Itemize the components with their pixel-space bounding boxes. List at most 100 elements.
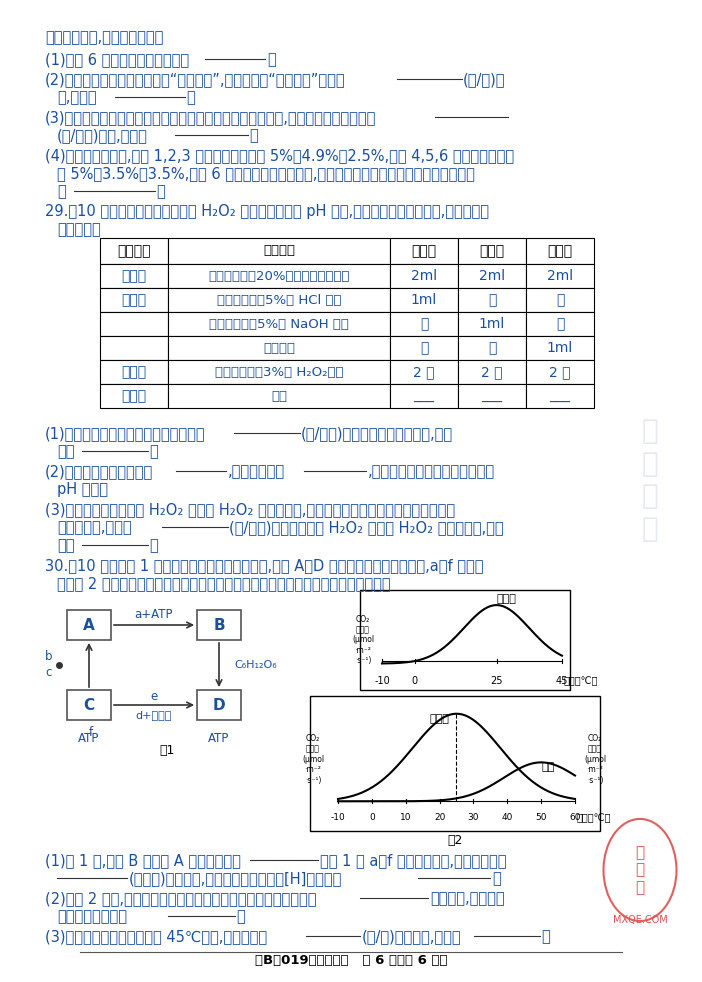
Text: 么？: 么？ [57,444,74,459]
Text: 20: 20 [434,813,445,822]
Bar [197,690,241,720]
Text: 第一步: 第一步 [121,269,147,283]
Text: (2)步骤三与步骤四中都出现了“一段时间”,请问这两个“一段时间”的作用: (2)步骤三与步骤四中都出现了“一段时间”,请问这两个“一段时间”的作用 [45,72,345,87]
Text: ／: ／ [488,341,496,355]
Text: C: C [84,697,95,713]
Bar [100,360,168,384]
Bar [458,384,526,408]
Bar [310,696,600,831]
Bar [458,360,526,384]
Bar [526,264,594,288]
Text: 温度（℃）: 温度（℃） [564,676,599,686]
Bar [390,288,458,312]
Bar [526,288,594,312]
Bar [526,238,594,264]
Text: 呼吸: 呼吸 [541,762,555,772]
Text: d+丙酮酸: d+丙酮酸 [135,710,172,720]
Text: 质。图 2 表示该水稻叶肉细胞光合作用、呼吸作用与温度的关系。请回答下列问题：: 质。图 2 表示该水稻叶肉细胞光合作用、呼吸作用与温度的关系。请回答下列问题： [57,576,390,591]
Bar [458,264,526,288]
Text: A: A [83,618,95,632]
Bar [526,384,594,408]
Text: 30.（10 分）下图 1 为水稻叶肉细胞内发生的变化,其中 A～D 表示生理过程的不同阶段,a～f 表示物: 30.（10 分）下图 1 为水稻叶肉细胞内发生的变化,其中 A～D 表示生理过… [45,558,484,573]
Bar [168,264,390,288]
Text: 。: 。 [149,444,158,459]
Text: (2)本实验的实验组为试管: (2)本实验的实验组为试管 [45,464,153,479]
Text: 第四步: 第四步 [121,389,147,403]
Text: 加质量分数为5%的 NaOH 溶液: 加质量分数为5%的 NaOH 溶液 [209,317,349,331]
Bar [526,360,594,384]
Bar [100,264,168,288]
Bar [100,312,168,336]
Text: ,来确定过氧化氢酶的活性是否受: ,来确定过氧化氢酶的活性是否受 [368,464,495,479]
Text: 非
教
学
用: 非 教 学 用 [642,417,658,543]
Text: (能/不能)通过实验找到 H₂O₂ 酶分解 H₂O₂ 的最适温度,为什: (能/不能)通过实验找到 H₂O₂ 酶分解 H₂O₂ 的最适温度,为什 [229,520,503,535]
Bar [168,288,390,312]
Text: pH 影响。: pH 影响。 [57,482,108,497]
Text: f: f [89,726,93,738]
Text: ／: ／ [420,341,428,355]
Text: 。: 。 [156,184,165,199]
Text: 么？: 么？ [57,538,74,553]
Text: 。: 。 [541,929,550,944]
Text: 2 滴: 2 滴 [413,365,435,379]
Text: 图2: 图2 [447,835,463,847]
Bar [390,238,458,264]
Text: (能/否)正常生长,其原因: (能/否)正常生长,其原因 [362,929,462,944]
Text: 29.（10 分）下表是某小组为探究 H₂O₂ 酶的活性是否受 pH 影响,而设计的实验操作步骤,请回答下列: 29.（10 分）下表是某小组为探究 H₂O₂ 酶的活性是否受 pH 影响,而设… [45,204,489,219]
Text: (能/不能)换成煮熟的肝脏研磨液,为什: (能/不能)换成煮熟的肝脏研磨液,为什 [301,426,453,441]
Text: 。图 1 中 a～f 所表示的物质,其中相同的是: 。图 1 中 a～f 所表示的物质,其中相同的是 [320,853,507,868]
Text: 50: 50 [536,813,547,822]
Bar [526,336,594,360]
Text: 。: 。 [186,90,194,105]
Text: 净光合: 净光合 [496,594,516,604]
Bar [100,288,168,312]
Text: (3)若该研究小组欲探究 H₂O₂ 酶分解 H₂O₂ 的最适温度,该研究小组设计了一系列温度梯度进行: (3)若该研究小组欲探究 H₂O₂ 酶分解 H₂O₂ 的最适温度,该研究小组设计… [45,502,455,517]
Bar [168,384,390,408]
Text: 。: 。 [149,538,158,553]
Text: 为 5%、3.5%、3.5%,综合 6 支试管的实验结果可知,肌肉细胞与红细胞运输葡萄糖的方式分别: 为 5%、3.5%、3.5%,综合 6 支试管的实验结果可知,肌肉细胞与红细胞运… [57,166,475,181]
Text: (2)由图 2 可知,光合作用与呼吸作用有关的酶对温度较为敏感的是: (2)由图 2 可知,光合作用与呼吸作用有关的酶对温度较为敏感的是 [45,891,317,906]
Text: 有关的酶,净光合作: 有关的酶,净光合作 [430,891,505,906]
Text: CO₂
吸收量
(μmol
·m⁻²
·s⁻¹): CO₂ 吸收量 (μmol ·m⁻² ·s⁻¹) [352,615,374,665]
Text: 0: 0 [411,676,418,686]
Text: MXQE.COM: MXQE.COM [613,915,668,925]
Text: 观察: 观察 [271,390,287,403]
Bar [526,312,594,336]
Text: 温度（℃）: 温度（℃） [577,813,611,823]
Text: (1)本实验第一步使用新鲜的肝脏研磨液: (1)本实验第一步使用新鲜的肝脏研磨液 [45,426,206,441]
Bar [390,336,458,360]
Bar [360,590,570,690]
Text: ___: ___ [482,389,503,403]
Text: ATP: ATP [208,732,230,744]
Text: (3)有同学看完该实验步骤后认为可以将步骤二与步骤三颠倒,请问这样做对实验结果: (3)有同学看完该实验步骤后认为可以将步骤二与步骤三颠倒,请问这样做对实验结果 [45,110,376,125]
Text: 了相关实验,该小组: 了相关实验,该小组 [57,520,132,535]
Text: 答
案
圈: 答 案 圈 [635,846,644,895]
Text: 。: 。 [249,128,258,143]
Text: 60: 60 [569,813,581,822]
Text: 40: 40 [502,813,513,822]
Bar [168,238,390,264]
Text: 1ml: 1ml [547,341,573,355]
Bar [390,312,458,336]
Text: ／: ／ [420,317,428,331]
Text: ／: ／ [556,293,564,307]
Text: 2ml: 2ml [479,269,505,283]
Text: 2 滴: 2 滴 [549,365,571,379]
Text: 同,原因是: 同,原因是 [57,90,97,105]
Text: 2ml: 2ml [547,269,573,283]
Text: -10: -10 [331,813,345,822]
Bar [67,690,111,720]
Text: a+ATP: a+ATP [135,609,173,622]
Bar [390,384,458,408]
Bar [390,264,458,288]
Text: 试管乙: 试管乙 [479,244,505,258]
Text: ／: ／ [556,317,564,331]
Text: (1)图 1 中,过程 B 为过程 A 提供的物质为: (1)图 1 中,过程 B 为过程 A 提供的物质为 [45,853,241,868]
Text: 。: 。 [492,871,501,886]
Text: 1ml: 1ml [411,293,437,307]
Bar [168,360,390,384]
Text: 试管甲: 试管甲 [411,244,437,258]
Text: 操作方法: 操作方法 [263,245,295,257]
Text: 10: 10 [400,813,411,822]
Bar [67,610,111,640]
